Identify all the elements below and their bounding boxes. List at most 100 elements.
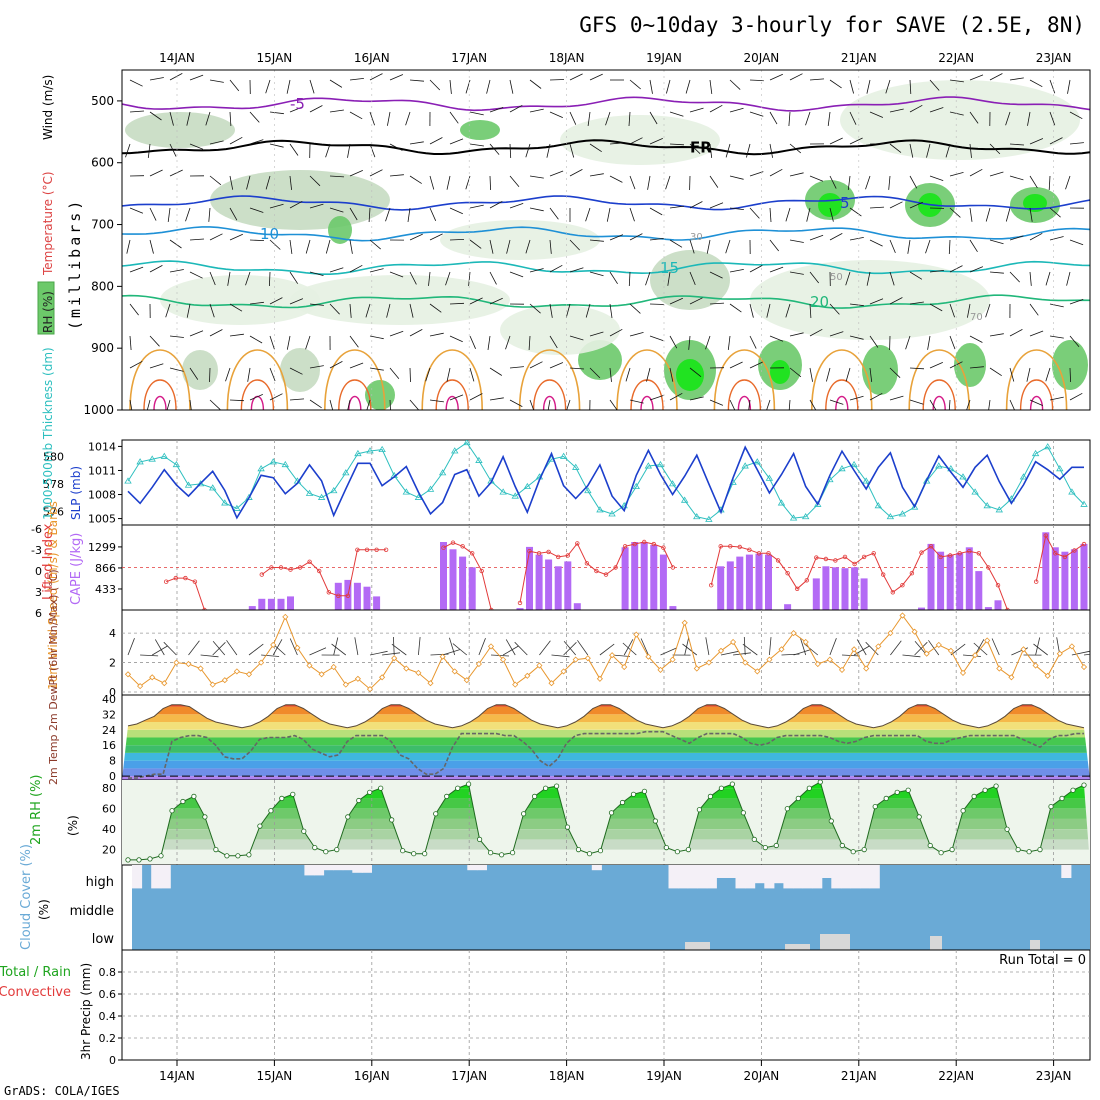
wind-barb xyxy=(229,111,232,127)
thickness-point xyxy=(1031,449,1040,457)
wind-speed-point xyxy=(814,660,821,668)
wind-speed-point xyxy=(875,643,882,650)
wind-barb xyxy=(869,392,883,401)
wind-barb xyxy=(489,297,503,305)
wind-speed-point xyxy=(379,674,386,681)
li-point xyxy=(441,545,446,550)
wind-speed-point xyxy=(778,646,785,653)
wind-barb xyxy=(669,239,683,248)
thickness-point xyxy=(269,458,277,465)
isotherm-25-loop xyxy=(129,349,191,410)
wind-barb xyxy=(189,330,204,337)
wind-barb xyxy=(1029,399,1043,406)
wind-barb xyxy=(829,207,834,222)
wind-speed-point xyxy=(306,662,313,669)
wind-barb xyxy=(149,335,160,347)
rh-point xyxy=(564,824,571,830)
wind-barb xyxy=(486,79,491,94)
wind-10m-barb xyxy=(733,652,751,656)
wind-barb xyxy=(347,143,351,158)
thickness-point xyxy=(523,482,532,490)
wind-10m-barb xyxy=(551,654,570,658)
rh-point xyxy=(949,846,955,853)
precip-tick-label: 0.2 xyxy=(99,1032,117,1045)
wind-barb xyxy=(589,173,604,177)
wind-barb xyxy=(689,107,704,113)
wind-barb xyxy=(725,239,731,254)
low-cloud-gap xyxy=(685,942,710,950)
wind-10m-barb xyxy=(1071,650,1090,656)
wind-barb xyxy=(628,271,631,287)
wind-speed-point xyxy=(185,660,192,668)
wind-barb xyxy=(1027,111,1031,126)
li-point xyxy=(661,545,666,550)
wind-barb xyxy=(1049,335,1064,339)
thickness-point xyxy=(1007,495,1016,502)
wind-barb xyxy=(209,329,223,337)
high-cloud-gap xyxy=(342,865,353,871)
thickness-point xyxy=(1043,443,1052,450)
cape-tick-label: 866 xyxy=(95,562,116,575)
wind-barb xyxy=(629,175,636,190)
wind-barb xyxy=(549,264,563,273)
wind-barb xyxy=(788,111,791,127)
thickness-point xyxy=(959,473,967,480)
wind-10m-barb xyxy=(200,654,219,658)
rh-point xyxy=(147,856,153,862)
wind-speed-point xyxy=(766,656,773,663)
temp-line xyxy=(127,704,1085,729)
wind-tick-label: 0 xyxy=(109,686,116,699)
rh-band xyxy=(122,839,1090,850)
thickness-point xyxy=(160,452,169,459)
wind-barb xyxy=(688,335,691,350)
wind-barb xyxy=(669,392,683,401)
wind-barb xyxy=(529,303,541,314)
wind-barb xyxy=(209,367,211,383)
wind-barb xyxy=(789,271,804,275)
wind-speed-point xyxy=(475,660,482,668)
chart-title: GFS 0~10day 3-hourly for SAVE (2.5E, 8N) xyxy=(579,13,1085,37)
cloud-units: (%) xyxy=(37,899,51,920)
wind-barb xyxy=(689,143,701,154)
wind-speed-point xyxy=(693,665,700,672)
li-point xyxy=(871,551,876,556)
wind-barb xyxy=(985,303,991,318)
wind-barb xyxy=(909,271,923,280)
run-total: Run Total = 0 xyxy=(999,953,1086,968)
wind-barb xyxy=(709,399,724,406)
wind-barb xyxy=(349,362,364,369)
wind-barb xyxy=(269,271,271,287)
isotherm-25-loop xyxy=(811,349,873,410)
wind-barb xyxy=(769,168,783,177)
wind-barb xyxy=(569,239,580,251)
thickness-point xyxy=(209,484,217,491)
cape-bar xyxy=(918,607,925,610)
cape-li-axes: -6 -3 0 3 6 433 866 1299 xyxy=(31,523,122,620)
wind-barb xyxy=(1049,137,1063,145)
li-tick-label: 6 xyxy=(35,607,42,620)
wind-barb xyxy=(889,367,901,378)
pressure-tick-label: 1000 xyxy=(83,403,114,417)
wind-barb xyxy=(929,79,940,91)
precip-tick-label: 0.4 xyxy=(99,1010,117,1023)
wind-speed-point xyxy=(572,656,579,663)
thickness-point xyxy=(330,486,338,494)
wind-barb xyxy=(769,335,784,342)
cape-bar xyxy=(784,604,792,610)
wind-barb xyxy=(449,394,464,401)
low-cloud-gap xyxy=(930,936,942,950)
wind-barb xyxy=(149,111,162,121)
wind-speed-point xyxy=(403,665,410,672)
cape-bar xyxy=(277,598,285,610)
temp-band xyxy=(122,745,1090,753)
wind-speed-point xyxy=(209,681,216,688)
wind-barb xyxy=(305,335,311,350)
wind-barb xyxy=(169,239,182,249)
high-cloud-gap xyxy=(726,865,737,878)
thickness-point xyxy=(148,455,156,462)
wind-barb xyxy=(469,111,484,116)
wind-barb xyxy=(265,79,271,94)
wind-speed-point xyxy=(197,665,204,672)
wind-barb xyxy=(949,172,964,177)
wind-barb xyxy=(988,399,991,410)
